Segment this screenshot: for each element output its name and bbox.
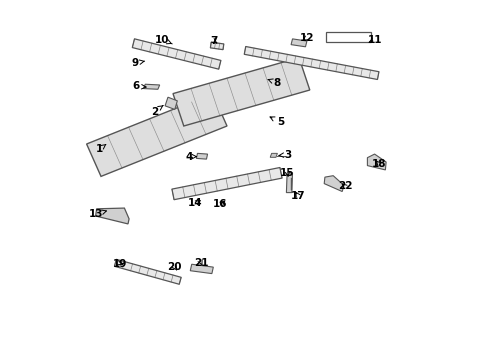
- Polygon shape: [96, 208, 129, 224]
- Text: 12: 12: [300, 33, 314, 43]
- Text: 20: 20: [168, 262, 182, 272]
- Text: 22: 22: [338, 181, 352, 192]
- Polygon shape: [244, 46, 379, 80]
- Text: 5: 5: [270, 117, 285, 127]
- Polygon shape: [286, 173, 293, 193]
- Polygon shape: [87, 94, 227, 176]
- Text: 6: 6: [133, 81, 146, 91]
- Polygon shape: [172, 167, 282, 200]
- Polygon shape: [324, 176, 344, 192]
- Text: 16: 16: [213, 199, 228, 210]
- Text: 3: 3: [279, 150, 292, 160]
- Polygon shape: [196, 153, 208, 159]
- Polygon shape: [144, 84, 160, 89]
- Text: 15: 15: [280, 168, 294, 178]
- Text: 4: 4: [186, 152, 196, 162]
- Polygon shape: [291, 39, 307, 47]
- Polygon shape: [368, 154, 386, 170]
- Text: 19: 19: [113, 258, 127, 269]
- Text: 1: 1: [96, 144, 106, 154]
- Text: 14: 14: [188, 198, 203, 208]
- Text: 18: 18: [372, 159, 386, 169]
- Polygon shape: [165, 97, 177, 109]
- Text: 2: 2: [150, 105, 163, 117]
- Polygon shape: [190, 264, 213, 274]
- Polygon shape: [270, 153, 277, 157]
- Text: 7: 7: [211, 36, 218, 46]
- Polygon shape: [132, 39, 221, 69]
- Text: 8: 8: [268, 78, 281, 88]
- Text: 17: 17: [291, 191, 306, 201]
- Text: 11: 11: [368, 35, 383, 45]
- Polygon shape: [210, 42, 224, 50]
- Text: 9: 9: [132, 58, 145, 68]
- Polygon shape: [173, 58, 310, 126]
- Text: 21: 21: [194, 258, 208, 268]
- Polygon shape: [115, 259, 181, 284]
- Text: 13: 13: [88, 209, 106, 219]
- Text: 10: 10: [155, 35, 172, 45]
